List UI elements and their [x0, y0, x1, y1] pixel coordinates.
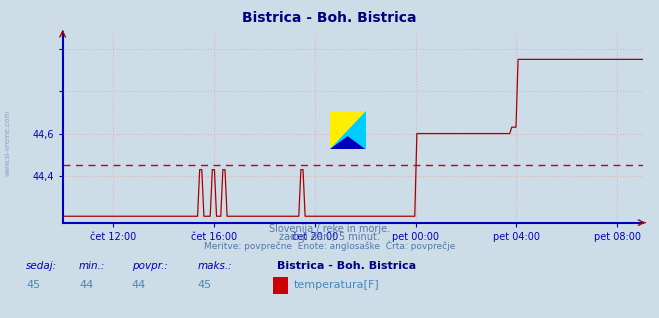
Text: sedaj:: sedaj:: [26, 261, 57, 271]
Polygon shape: [330, 111, 366, 149]
Text: Bistrica - Boh. Bistrica: Bistrica - Boh. Bistrica: [243, 11, 416, 25]
Text: 45: 45: [198, 280, 212, 290]
Text: Slovenija / reke in morje.: Slovenija / reke in morje.: [269, 224, 390, 234]
Text: zadnji dan / 5 minut.: zadnji dan / 5 minut.: [279, 232, 380, 242]
Text: 45: 45: [26, 280, 40, 290]
Polygon shape: [330, 111, 366, 149]
Text: povpr.:: povpr.:: [132, 261, 167, 271]
Text: www.si-vreme.com: www.si-vreme.com: [5, 110, 11, 176]
Text: min.:: min.:: [79, 261, 105, 271]
Text: 44: 44: [79, 280, 94, 290]
Text: Bistrica - Boh. Bistrica: Bistrica - Boh. Bistrica: [277, 261, 416, 271]
Polygon shape: [330, 136, 366, 149]
Text: Meritve: povprečne  Enote: anglosaške  Črta: povprečje: Meritve: povprečne Enote: anglosaške Črt…: [204, 240, 455, 251]
Text: maks.:: maks.:: [198, 261, 233, 271]
Text: temperatura[F]: temperatura[F]: [293, 280, 379, 290]
Text: 44: 44: [132, 280, 146, 290]
